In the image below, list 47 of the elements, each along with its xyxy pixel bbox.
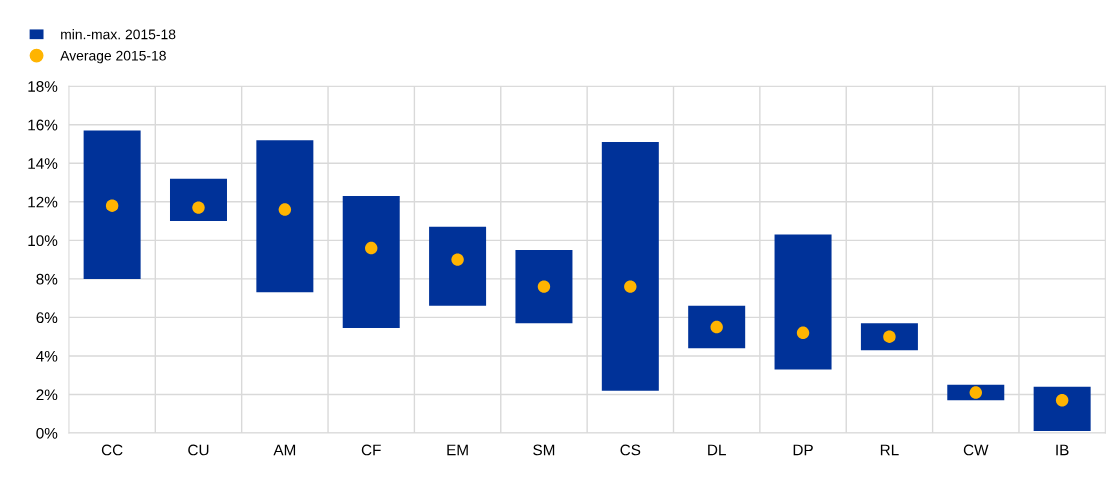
- point: [883, 330, 896, 343]
- point: [1055, 394, 1069, 407]
- y-tick-label: 12%: [28, 196, 58, 208]
- y-tick-label: 18%: [28, 81, 58, 92]
- y-tick-label: 14%: [28, 158, 58, 169]
- bar: [256, 140, 314, 293]
- point: [969, 386, 982, 399]
- point: [278, 203, 292, 216]
- bar: [860, 323, 918, 351]
- x-tick-label: CW: [963, 444, 989, 456]
- bar: [169, 178, 227, 222]
- y-tick-label: 4%: [36, 350, 58, 362]
- point: [796, 326, 810, 340]
- bar: [601, 142, 659, 391]
- point: [105, 199, 119, 212]
- y-tick-label: 8%: [36, 273, 58, 285]
- bar: [83, 130, 141, 279]
- x-tick-label: DP: [793, 444, 813, 456]
- bar: [429, 226, 487, 306]
- x-tick-label: EM: [447, 444, 468, 456]
- legend-label: Average 2015-18: [60, 50, 166, 64]
- legend-label: min.-max. 2015-18: [61, 29, 176, 40]
- y-tick-label: 16%: [28, 119, 58, 131]
- y-tick-label: 6%: [36, 312, 58, 324]
- bar: [688, 305, 746, 349]
- y-tick-label: 10%: [28, 235, 58, 247]
- point: [537, 280, 551, 293]
- x-tick-label: CC: [101, 444, 123, 456]
- x-tick-label: RL: [880, 444, 899, 456]
- x-tick-label: CS: [620, 444, 641, 456]
- point: [710, 320, 723, 334]
- bar: [774, 234, 832, 370]
- x-tick-label: CU: [188, 444, 209, 456]
- x-tick-label: IB: [1056, 444, 1069, 456]
- point: [451, 253, 464, 266]
- x-tick-label: AM: [273, 444, 296, 456]
- x-tick-label: SM: [533, 444, 555, 456]
- point: [365, 241, 378, 255]
- y-tick-label: 0%: [36, 427, 58, 439]
- y-tick-label: 2%: [36, 389, 58, 401]
- x-tick-label: CF: [361, 444, 381, 456]
- bar: [1033, 386, 1091, 432]
- x-tick-label: DL: [708, 444, 726, 456]
- point: [192, 201, 205, 214]
- point: [624, 280, 637, 293]
- bar: [342, 196, 400, 329]
- bar: [515, 249, 573, 324]
